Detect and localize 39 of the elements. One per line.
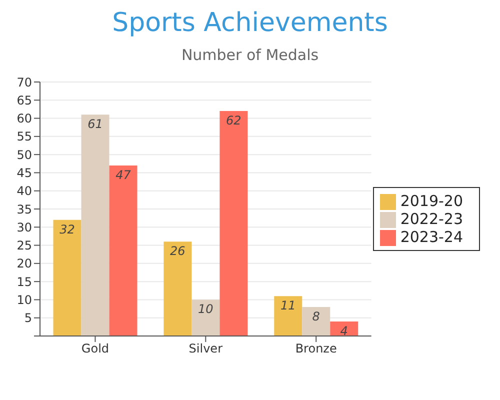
y-tick-label: 10 — [16, 292, 32, 307]
legend-label: 2019-20 — [400, 192, 463, 210]
bar — [81, 114, 110, 336]
y-tick-label: 65 — [16, 93, 32, 108]
y-tick-label: 20 — [16, 256, 32, 271]
y-tick-label: 70 — [16, 75, 32, 90]
data-label: 26 — [170, 244, 186, 258]
bar — [220, 111, 248, 336]
x-tick-label: Bronze — [295, 342, 337, 356]
bar — [274, 296, 302, 336]
y-tick-label: 40 — [16, 184, 32, 198]
bar — [164, 242, 192, 336]
data-label: 10 — [198, 302, 214, 316]
y-tick-label: 30 — [16, 220, 32, 234]
y-tick-label: 55 — [16, 130, 32, 144]
y-tick-label: 35 — [16, 202, 32, 216]
bar — [53, 220, 82, 336]
bar — [302, 306, 330, 336]
y-tick-label: 5 — [24, 311, 32, 326]
chart-title: Sports Achievements — [111, 8, 389, 40]
data-label: 62 — [226, 114, 242, 128]
x-tick-label: Silver — [188, 342, 223, 356]
data-label: 47 — [116, 168, 132, 182]
chart-subtitle: Number of Medals — [180, 46, 320, 66]
bar — [109, 165, 138, 336]
y-tick-label: 50 — [16, 148, 32, 162]
data-label: 32 — [60, 222, 75, 236]
legend-label: 2023-24 — [400, 228, 463, 246]
y-tick-label: 45 — [16, 166, 32, 180]
y-tick-label: 15 — [16, 274, 32, 289]
data-label: 11 — [280, 298, 296, 313]
legend-label: 2022-23 — [400, 210, 463, 228]
x-tick-label: Gold — [81, 342, 110, 356]
y-tick-label: 25 — [16, 238, 32, 253]
bar — [192, 300, 220, 336]
data-label: 8 — [312, 309, 320, 324]
data-label: 4 — [340, 324, 348, 338]
data-label: 61 — [88, 117, 103, 132]
y-tick-label: 60 — [16, 112, 32, 126]
